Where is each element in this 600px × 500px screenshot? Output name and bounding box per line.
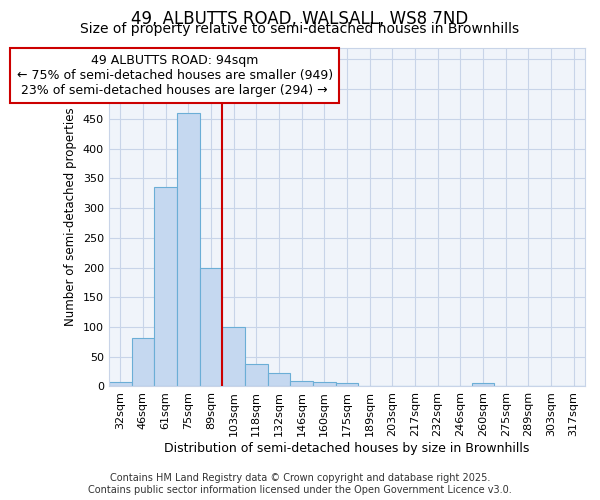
Bar: [177, 113, 200, 386]
Bar: [268, 374, 290, 386]
Bar: [245, 364, 268, 386]
Bar: [154, 187, 177, 386]
Bar: [222, 327, 245, 386]
Text: 49 ALBUTTS ROAD: 94sqm
← 75% of semi-detached houses are smaller (949)
23% of se: 49 ALBUTTS ROAD: 94sqm ← 75% of semi-det…: [17, 54, 332, 97]
Bar: [313, 382, 335, 386]
Text: Contains HM Land Registry data © Crown copyright and database right 2025.
Contai: Contains HM Land Registry data © Crown c…: [88, 474, 512, 495]
Bar: [472, 384, 494, 386]
Bar: [131, 338, 154, 386]
X-axis label: Distribution of semi-detached houses by size in Brownhills: Distribution of semi-detached houses by …: [164, 442, 530, 455]
Bar: [109, 382, 131, 386]
Bar: [290, 381, 313, 386]
Bar: [335, 384, 358, 386]
Text: Size of property relative to semi-detached houses in Brownhills: Size of property relative to semi-detach…: [80, 22, 520, 36]
Y-axis label: Number of semi-detached properties: Number of semi-detached properties: [64, 108, 77, 326]
Bar: [200, 268, 222, 386]
Text: 49, ALBUTTS ROAD, WALSALL, WS8 7ND: 49, ALBUTTS ROAD, WALSALL, WS8 7ND: [131, 10, 469, 28]
